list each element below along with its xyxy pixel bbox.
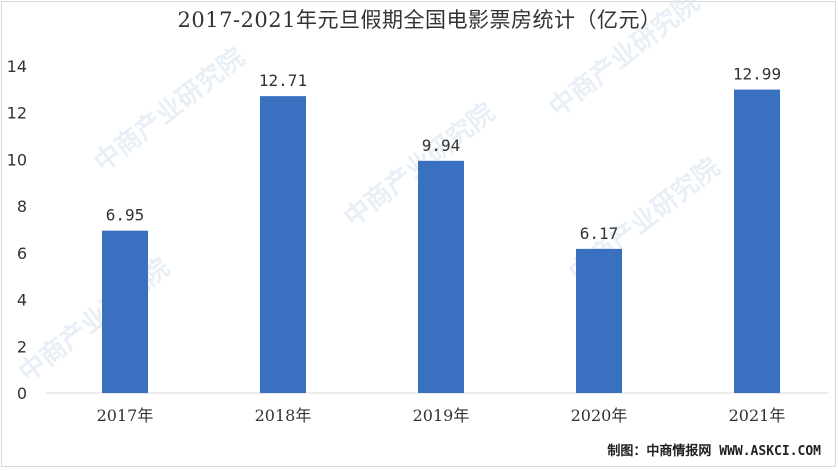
bar	[576, 248, 622, 393]
x-tick-label: 2018年	[255, 406, 312, 425]
bar	[260, 96, 306, 394]
x-tick-label: 2021年	[729, 406, 786, 425]
x-tick-label: 2017年	[97, 406, 154, 425]
x-tick-label: 2019年	[413, 406, 470, 425]
source-credit: 制图：中商情报网 WWW.ASKCI.COM	[607, 444, 821, 459]
chart-title: 2017-2021年元旦假期全国电影票房统计（亿元）	[177, 8, 662, 32]
bar	[418, 160, 464, 393]
x-tick-label: 2020年	[571, 406, 628, 425]
y-tick-label: 6	[17, 244, 27, 263]
data-label: 6.17	[580, 224, 619, 243]
data-label: 12.71	[259, 71, 307, 90]
data-label: 6.95	[106, 206, 145, 225]
y-tick-label: 12	[7, 104, 27, 123]
bar	[734, 89, 780, 394]
y-tick-label: 14	[7, 57, 27, 76]
y-tick-label: 10	[7, 150, 27, 169]
bar	[102, 230, 148, 393]
data-label: 12.99	[733, 65, 781, 84]
y-tick-label: 0	[17, 384, 27, 403]
data-label: 9.94	[422, 136, 461, 155]
y-tick-label: 8	[17, 197, 27, 216]
y-tick-label: 4	[17, 291, 27, 310]
y-tick-label: 2	[17, 337, 27, 356]
